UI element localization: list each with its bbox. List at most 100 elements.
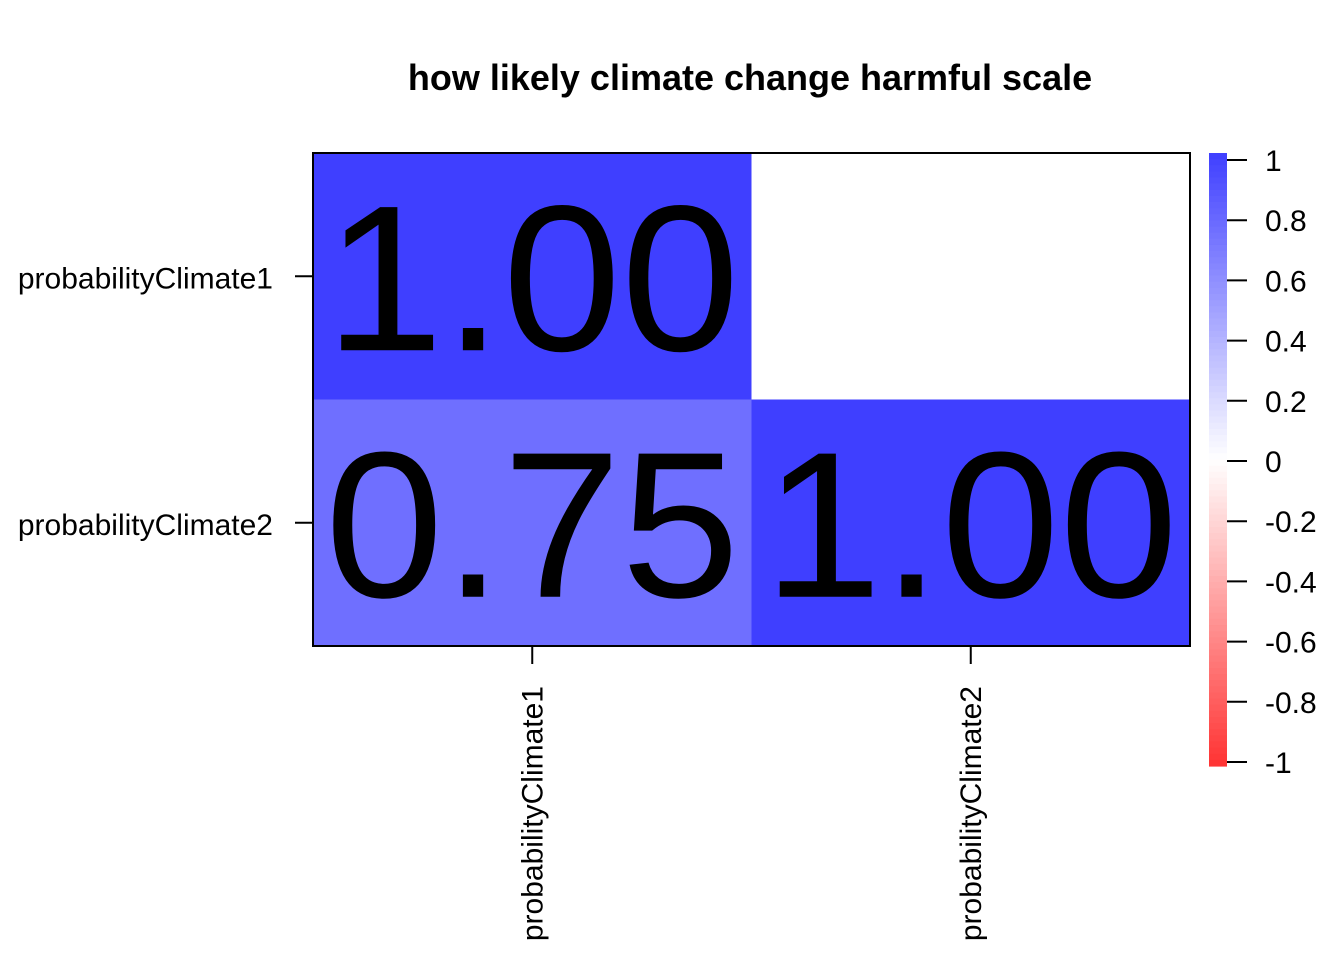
legend-color-step bbox=[1209, 477, 1227, 485]
legend-color-step bbox=[1209, 336, 1227, 344]
legend-color-step bbox=[1209, 508, 1227, 516]
x-tick-label: probabilityClimate2 bbox=[955, 686, 988, 941]
legend-color-step bbox=[1209, 686, 1227, 694]
cell-value-label: 1.00 bbox=[325, 163, 740, 395]
legend-color-step bbox=[1209, 275, 1227, 283]
legend-color-step bbox=[1209, 729, 1227, 736]
legend-tick-label: -1 bbox=[1265, 747, 1292, 780]
legend-color-step bbox=[1209, 385, 1227, 393]
legend-color-step bbox=[1209, 575, 1227, 583]
cell-value-label: 0.75 bbox=[325, 410, 740, 642]
heatmap-cell bbox=[751, 399, 1190, 646]
legend-color-step bbox=[1209, 373, 1227, 381]
legend-color-step bbox=[1209, 643, 1227, 651]
legend-color-step bbox=[1209, 398, 1227, 405]
legend-tick-label: 0.8 bbox=[1265, 205, 1307, 238]
legend-color-step bbox=[1209, 195, 1227, 203]
legend-color-step bbox=[1209, 563, 1227, 571]
legend-tick-label: -0.2 bbox=[1265, 506, 1317, 539]
legend-color-step bbox=[1209, 293, 1227, 301]
legend-color-step bbox=[1209, 153, 1227, 160]
legend-color-step bbox=[1209, 716, 1227, 724]
legend-color-step bbox=[1209, 355, 1227, 363]
legend-color-step bbox=[1209, 490, 1227, 497]
legend-color-step bbox=[1209, 379, 1227, 387]
legend-color-step bbox=[1209, 533, 1227, 540]
legend-color-step bbox=[1209, 588, 1227, 595]
legend-color-step bbox=[1209, 202, 1227, 209]
plot-border bbox=[312, 152, 1191, 647]
legend-color-step bbox=[1209, 428, 1227, 436]
legend-color-step bbox=[1209, 453, 1227, 461]
legend-color-step bbox=[1209, 324, 1227, 332]
legend-tick-label: 0.6 bbox=[1265, 265, 1307, 298]
legend-color-step bbox=[1209, 655, 1227, 663]
legend-color-step bbox=[1209, 244, 1227, 252]
color-legend: 1 0.8 0.6 0.4 0.2 0 -0.2 -0.4 -0.6 -0.8 -1 bbox=[1209, 145, 1317, 780]
legend-tick-label: 1 bbox=[1265, 145, 1282, 178]
cell-value-label: 1.00 bbox=[764, 410, 1179, 642]
legend-color-step bbox=[1209, 281, 1227, 289]
legend-color-step bbox=[1209, 447, 1227, 454]
legend-color-step bbox=[1209, 367, 1227, 375]
legend-color-step bbox=[1209, 159, 1227, 166]
legend-color-step bbox=[1209, 269, 1227, 277]
legend-color-step bbox=[1209, 183, 1227, 191]
legend-color-step bbox=[1209, 238, 1227, 246]
legend-color-step bbox=[1209, 208, 1227, 215]
legend-color-step bbox=[1209, 649, 1227, 657]
legend-color-step bbox=[1209, 637, 1227, 644]
legend-color-step bbox=[1209, 723, 1227, 730]
legend-tick-label: 0.2 bbox=[1265, 386, 1307, 419]
legend-color-step bbox=[1209, 189, 1227, 197]
legend-color-step bbox=[1209, 459, 1227, 467]
legend-tick-label: 0 bbox=[1265, 446, 1282, 479]
legend-color-step bbox=[1209, 520, 1227, 528]
legend-color-step bbox=[1209, 704, 1227, 712]
legend-color-step bbox=[1209, 674, 1227, 681]
heatmap-cells: 1.000.75 1.00 bbox=[313, 153, 1190, 646]
legend-color-step bbox=[1209, 465, 1227, 473]
legend-color-step bbox=[1209, 625, 1227, 632]
legend-color-step bbox=[1209, 349, 1227, 356]
legend-color-step bbox=[1209, 741, 1227, 749]
legend-color-step bbox=[1209, 667, 1227, 675]
legend-color-step bbox=[1209, 551, 1227, 559]
y-tick-label: probabilityClimate1 bbox=[18, 262, 273, 295]
legend-color-step bbox=[1209, 526, 1227, 534]
legend-color-step bbox=[1209, 539, 1227, 546]
legend-color-step bbox=[1209, 557, 1227, 565]
legend-color-step bbox=[1209, 680, 1227, 687]
legend-color-step bbox=[1209, 545, 1227, 553]
legend-color-step bbox=[1209, 226, 1227, 234]
legend-color-step bbox=[1209, 753, 1227, 761]
legend-color-step bbox=[1209, 214, 1227, 222]
legend-color-step bbox=[1209, 392, 1227, 399]
legend-color-step bbox=[1209, 330, 1227, 338]
legend-color-step bbox=[1209, 735, 1227, 743]
y-tick-label: probabilityClimate2 bbox=[18, 509, 273, 542]
x-tick-label: probabilityClimate1 bbox=[516, 686, 549, 941]
legend-tick-label: -0.8 bbox=[1265, 687, 1317, 720]
legend-color-step bbox=[1209, 661, 1227, 669]
legend-tick-label: 0.4 bbox=[1265, 326, 1307, 359]
legend-color-step bbox=[1209, 232, 1227, 240]
legend-color-step bbox=[1209, 692, 1227, 700]
legend-color-step bbox=[1209, 300, 1227, 307]
legend-color-step bbox=[1209, 343, 1227, 350]
legend-color-step bbox=[1209, 698, 1227, 706]
legend-color-step bbox=[1209, 514, 1227, 522]
legend-color-step bbox=[1209, 582, 1227, 589]
legend-color-step bbox=[1209, 287, 1227, 295]
legend-color-step bbox=[1209, 312, 1227, 320]
legend-color-step bbox=[1209, 710, 1227, 718]
heatmap-cell bbox=[313, 153, 752, 400]
legend-color-step bbox=[1209, 502, 1227, 510]
legend-color-step bbox=[1209, 177, 1227, 185]
legend-color-step bbox=[1209, 594, 1227, 602]
legend-color-step bbox=[1209, 404, 1227, 412]
legend-color-step bbox=[1209, 416, 1227, 424]
legend-color-step bbox=[1209, 569, 1227, 577]
chart-title: how likely climate change harmful scale bbox=[408, 57, 1092, 98]
